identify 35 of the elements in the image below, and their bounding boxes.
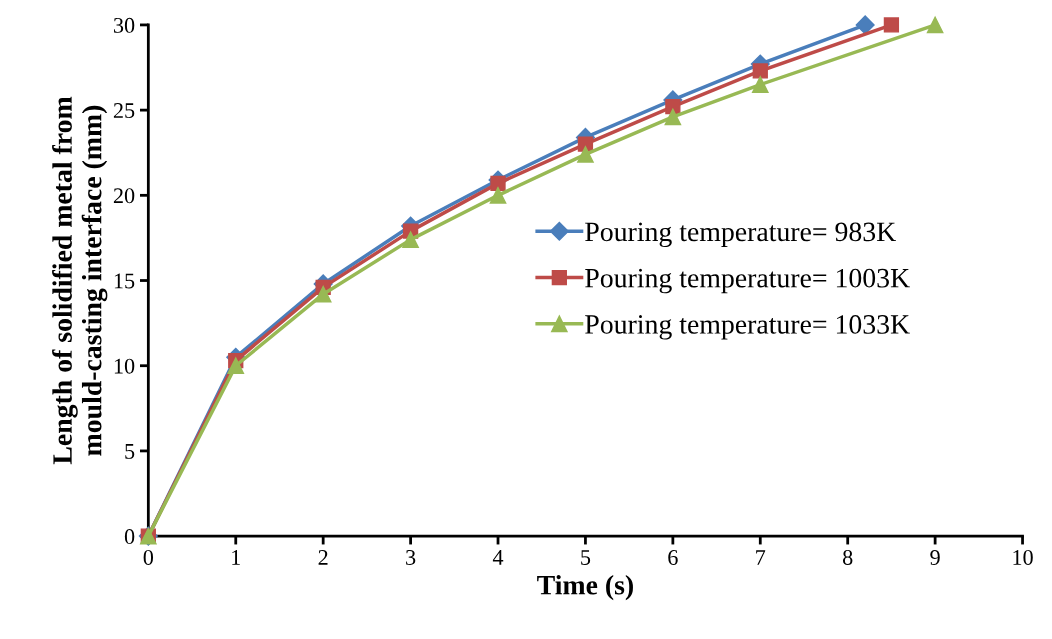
y-tick-label: 0: [124, 529, 135, 545]
x-tick-label: 3: [406, 550, 416, 565]
legend-label: Pouring temperature= 983K: [585, 222, 896, 247]
x-tick-label: 6: [668, 550, 678, 565]
x-tick-label: 9: [930, 550, 940, 565]
x-tick-label: 7: [756, 550, 766, 565]
point: [926, 16, 944, 34]
point: [855, 15, 875, 35]
y-tick-label: 5: [125, 444, 135, 459]
y-tick-label: 10: [114, 358, 135, 374]
point: [751, 76, 769, 93]
point: [664, 108, 682, 126]
point: [577, 146, 594, 163]
y-tick-label: 30: [113, 17, 135, 33]
x-tick-label: 8: [842, 549, 853, 565]
x-tick-label: 1: [232, 550, 240, 565]
x-axis-title: Time (s): [537, 575, 633, 601]
y-tick-label: 20: [113, 188, 135, 204]
y-axis-title: Length of solidified metal from mould-casting interface (mm): [52, 96, 108, 465]
x-tick-label: 5: [581, 550, 591, 565]
y-tick-label: 15: [114, 273, 135, 289]
x-tick-label: 10: [1013, 549, 1033, 565]
point: [752, 63, 768, 79]
x-tick-label: 0: [143, 549, 154, 565]
legend-label: Pouring temperature= 1003K: [585, 268, 910, 294]
point: [489, 186, 507, 204]
y-tick-label: 25: [113, 103, 135, 119]
point: [490, 175, 506, 192]
x-tick-label: 4: [492, 550, 504, 565]
point: [227, 357, 245, 375]
point: [883, 17, 900, 33]
legend-label: Pouring temperature= 1033K: [585, 315, 910, 340]
point: [402, 231, 419, 248]
point: [314, 285, 332, 303]
x-tick-label: 2: [318, 550, 328, 565]
